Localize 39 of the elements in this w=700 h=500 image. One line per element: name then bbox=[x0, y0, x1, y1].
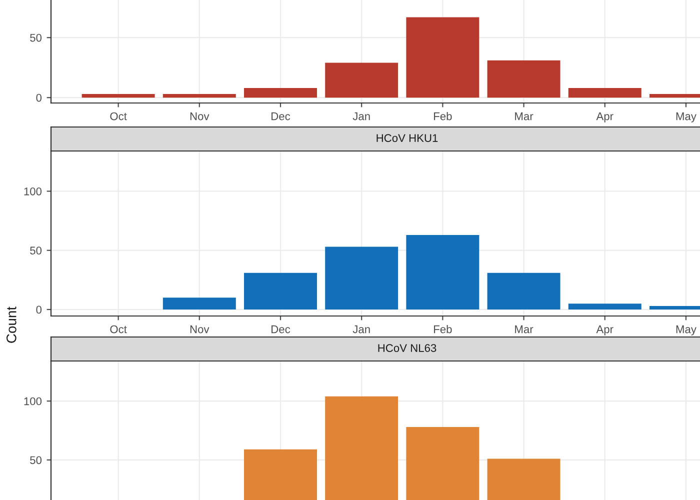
x-tick-label: Nov bbox=[190, 325, 210, 334]
x-tick-label: Mar bbox=[515, 325, 534, 334]
bar bbox=[406, 17, 480, 98]
bar bbox=[325, 62, 398, 98]
bar bbox=[162, 94, 236, 98]
x-tick-label: Apr bbox=[596, 325, 614, 336]
y-axis-title: Count bbox=[6, 306, 16, 343]
x-tick-label: Feb bbox=[434, 112, 452, 120]
bar bbox=[568, 88, 642, 98]
bar bbox=[244, 272, 317, 310]
x-tick-label: Jan bbox=[352, 325, 370, 334]
x-tick-label: Nov bbox=[190, 112, 210, 120]
bar bbox=[162, 298, 236, 310]
y-tick-label: 100 bbox=[24, 397, 42, 406]
y-tick-label: 0 bbox=[36, 94, 42, 102]
x-tick-label: Oct bbox=[110, 112, 127, 120]
bar bbox=[568, 304, 642, 310]
y-tick-label: 50 bbox=[30, 246, 42, 254]
bar bbox=[487, 272, 560, 310]
x-tick-label: Dec bbox=[272, 325, 290, 334]
bar bbox=[325, 246, 398, 310]
y-tick-label: 100 bbox=[24, 187, 42, 196]
y-tick-label: 50 bbox=[30, 34, 42, 42]
x-tick-label: Jan bbox=[352, 112, 370, 120]
x-tick-label: Oct bbox=[110, 325, 127, 334]
bar bbox=[82, 94, 155, 98]
x-tick-label: Dec bbox=[272, 112, 290, 120]
x-tick-label: May bbox=[676, 112, 696, 122]
y-tick-label: 50 bbox=[30, 456, 42, 464]
bar bbox=[244, 88, 317, 98]
x-tick-label: Apr bbox=[596, 112, 614, 122]
chart-title: HCoV NL63 bbox=[378, 344, 436, 352]
y-tick-label: 0 bbox=[36, 306, 42, 314]
bar bbox=[406, 234, 480, 310]
x-tick-label: Feb bbox=[434, 325, 452, 334]
x-tick-label: May bbox=[676, 325, 696, 336]
x-tick-label: Mar bbox=[515, 112, 534, 120]
bar bbox=[487, 60, 560, 98]
chart-title: HCoV HKU1 bbox=[376, 134, 438, 142]
